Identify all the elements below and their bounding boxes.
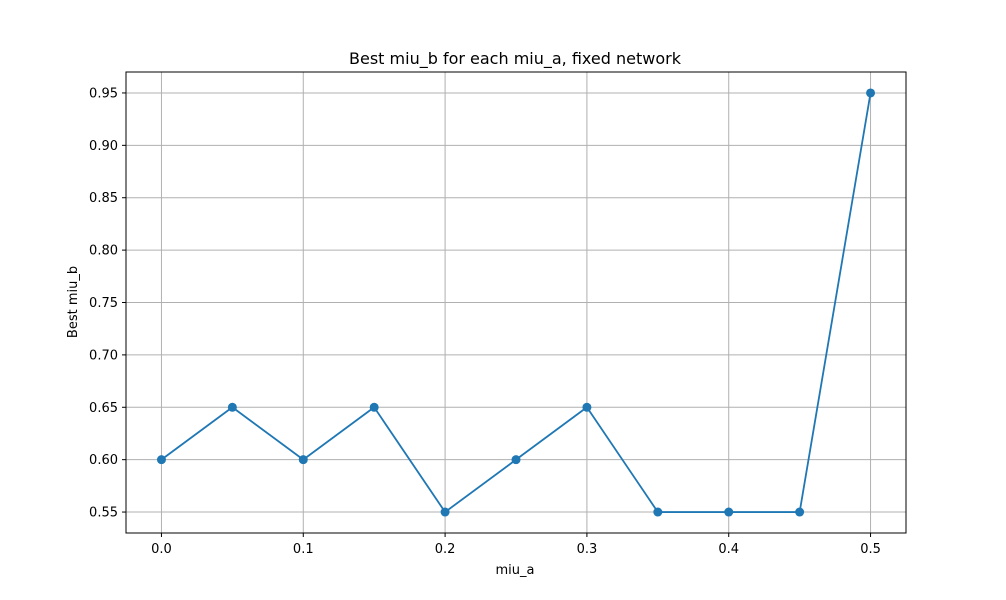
y-tick-label: 0.70 bbox=[89, 348, 118, 363]
y-axis-title: Best miu_b bbox=[66, 266, 81, 338]
data-point bbox=[156, 455, 166, 465]
data-point bbox=[227, 402, 237, 412]
y-tick-label: 0.75 bbox=[89, 296, 118, 311]
chart-title: Best miu_b for each miu_a, fixed network bbox=[349, 49, 682, 69]
ticks: 0.0 0.1 0.2 0.3 0.4 0.5 0.55 0.60 0.65 0.70 0.75 0.… bbox=[89, 86, 881, 557]
data-point bbox=[511, 455, 521, 465]
y-tick-label: 0.60 bbox=[89, 453, 118, 468]
x-tick-label: 0.3 bbox=[577, 542, 598, 557]
data-point bbox=[653, 507, 663, 517]
grid bbox=[126, 72, 906, 533]
data-point bbox=[440, 507, 450, 517]
y-tick-label: 0.55 bbox=[89, 506, 118, 521]
data-point bbox=[298, 455, 308, 465]
y-tick-label: 0.95 bbox=[89, 86, 118, 101]
x-tick-label: 0.2 bbox=[435, 542, 456, 557]
data-point bbox=[795, 507, 805, 517]
y-tick-label: 0.80 bbox=[89, 244, 118, 259]
x-tick-label: 0.4 bbox=[718, 542, 739, 557]
x-tick-label: 0.0 bbox=[151, 542, 172, 557]
series-layer bbox=[156, 88, 876, 517]
data-point bbox=[724, 507, 734, 517]
y-tick-label: 0.85 bbox=[89, 191, 118, 206]
data-point bbox=[866, 88, 876, 98]
x-tick-label: 0.1 bbox=[293, 542, 314, 557]
y-tick-label: 0.90 bbox=[89, 139, 118, 154]
data-point bbox=[369, 402, 379, 412]
data-point bbox=[582, 402, 592, 412]
x-tick-label: 0.5 bbox=[860, 542, 881, 557]
y-tick-label: 0.65 bbox=[89, 401, 118, 416]
x-axis-title: miu_a bbox=[496, 563, 535, 578]
